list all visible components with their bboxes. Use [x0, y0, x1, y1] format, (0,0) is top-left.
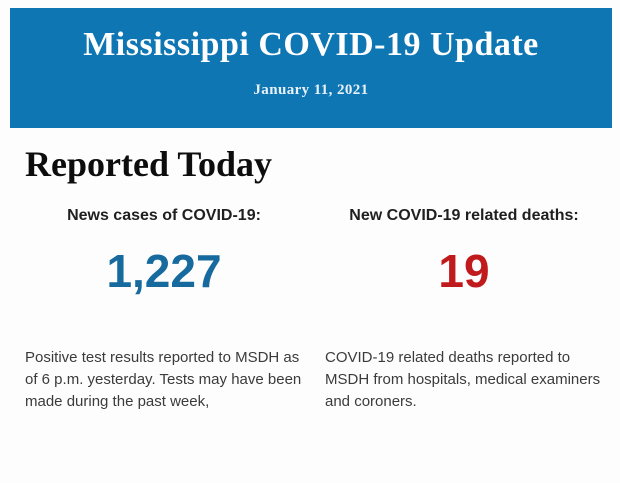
stats-row: News cases of COVID-19: 1,227 Positive t… [25, 206, 603, 413]
newsletter-date: January 11, 2021 [253, 82, 369, 98]
new-deaths-value: 19 [438, 245, 490, 297]
new-cases-description: Positive test results reported to MSDH a… [25, 349, 302, 410]
stat-new-deaths: New COVID-19 related deaths: 19 COVID-19… [325, 206, 603, 413]
newsletter-page: Mississippi COVID-19 Update January 11, … [0, 8, 620, 483]
new-deaths-description: COVID-19 related deaths reported to MSDH… [325, 349, 601, 410]
stat-new-cases: News cases of COVID-19: 1,227 Positive t… [25, 206, 303, 413]
new-cases-label: News cases of COVID-19: [67, 207, 261, 224]
newsletter-title: Mississippi COVID-19 Update [83, 26, 539, 63]
new-deaths-label: New COVID-19 related deaths: [349, 207, 579, 224]
new-cases-value: 1,227 [106, 245, 222, 297]
header-banner: Mississippi COVID-19 Update January 11, … [10, 8, 612, 128]
section-heading-reported-today: Reported Today [25, 144, 273, 184]
